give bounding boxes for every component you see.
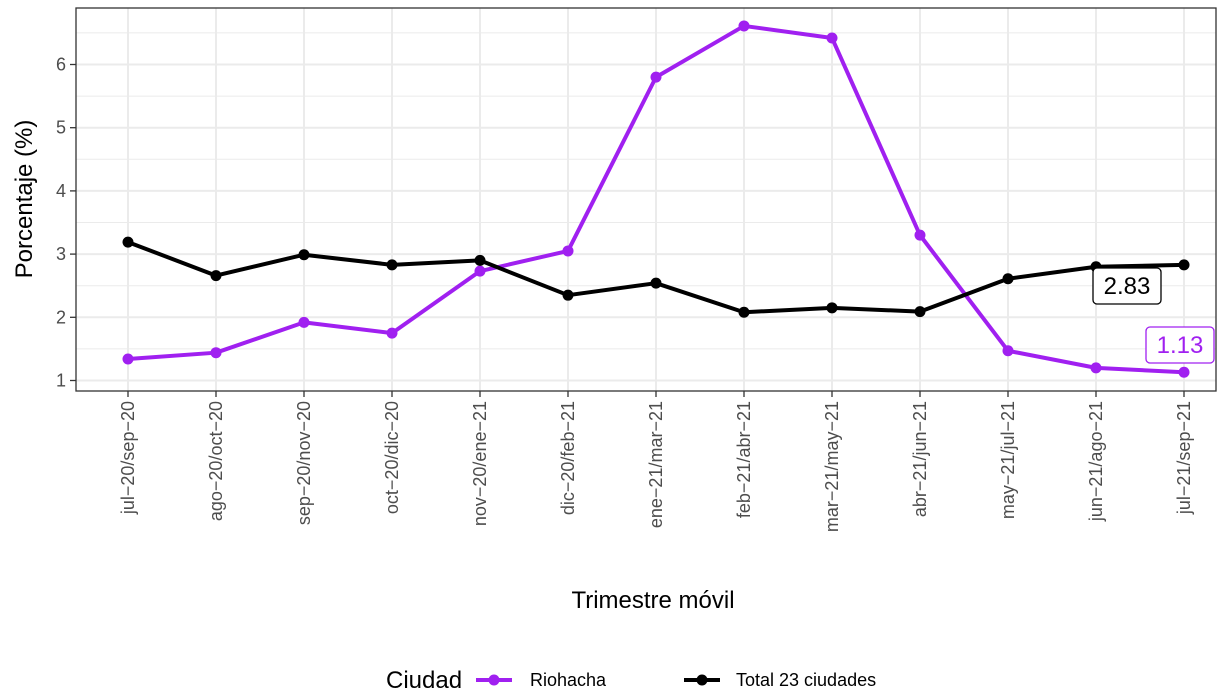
data-point	[650, 71, 662, 83]
data-point	[298, 249, 310, 261]
data-point	[650, 277, 662, 289]
x-tick-label: jun−21/ago−21	[1086, 401, 1106, 522]
legend-swatch-point	[488, 674, 500, 686]
legend-label: Riohacha	[530, 670, 607, 690]
end-label-box	[1145, 326, 1215, 364]
end-label-text: 2.83	[1104, 273, 1151, 300]
end-label: 2.83	[1092, 267, 1162, 305]
series-layer	[122, 20, 1190, 378]
data-point	[826, 32, 838, 44]
x-tick-label: jul−20/sep−20	[118, 401, 138, 515]
legend-label: Total 23 ciudades	[736, 670, 876, 690]
data-point	[914, 229, 926, 241]
legend: Ciudad Riohacha Total 23 ciudades	[386, 667, 876, 693]
end-labels: 2.83 1.13	[1092, 267, 1215, 364]
y-tick-label: 5	[56, 118, 66, 138]
data-point	[298, 316, 310, 328]
y-tick-label: 2	[56, 307, 66, 327]
x-tick-label: abr−21/jun−21	[910, 401, 930, 517]
plot-background	[76, 8, 1216, 391]
y-axis: 1 2 3 4 5 6	[56, 55, 76, 391]
data-point	[738, 20, 750, 32]
data-point	[1178, 366, 1190, 378]
series-2	[122, 236, 1190, 318]
plot-border	[75, 7, 1217, 392]
legend-title: Ciudad	[386, 667, 462, 693]
end-label-text: 1.13	[1157, 332, 1204, 359]
data-point	[210, 347, 222, 359]
x-tick-label: feb−21/abr−21	[734, 401, 754, 518]
x-axis: jul−20/sep−20 ago−20/oct−20 sep−20/nov−20 o…	[118, 391, 1194, 532]
legend-item: Total 23 ciudades	[684, 670, 876, 690]
x-tick-label: mar−21/may−21	[822, 401, 842, 532]
x-tick-label: sep−20/nov−20	[294, 401, 314, 525]
data-point	[474, 254, 486, 266]
y-tick-label: 6	[56, 55, 66, 75]
y-tick-label: 1	[56, 371, 66, 391]
x-tick-label: ene−21/mar−21	[646, 401, 666, 528]
x-tick-label: nov−20/ene−21	[470, 401, 490, 526]
data-point	[1090, 362, 1102, 374]
data-point	[474, 265, 486, 277]
y-tick-label: 4	[56, 181, 66, 201]
data-point	[122, 353, 134, 365]
data-point	[1178, 259, 1190, 271]
data-point	[562, 245, 574, 257]
x-tick-label: may−21/jul−21	[998, 401, 1018, 519]
data-point	[738, 306, 750, 318]
grid	[76, 8, 1216, 391]
data-point	[826, 302, 838, 314]
end-label: 1.13	[1145, 326, 1215, 364]
y-axis-title: Porcentaje (%)	[11, 120, 38, 279]
data-point	[1002, 273, 1014, 285]
data-point	[122, 236, 134, 248]
x-tick-label: oct−20/dic−20	[382, 401, 402, 514]
legend-item: Riohacha	[476, 670, 607, 690]
data-point	[386, 259, 398, 271]
series-1	[122, 20, 1190, 378]
x-tick-label: ago−20/oct−20	[206, 401, 226, 521]
data-point	[1002, 345, 1014, 357]
y-tick-label: 3	[56, 244, 66, 264]
data-point	[210, 270, 222, 282]
x-axis-title: Trimestre móvil	[571, 587, 734, 614]
data-point	[914, 306, 926, 318]
data-point	[386, 327, 398, 339]
end-label-box	[1092, 267, 1162, 305]
legend-swatch-point	[696, 674, 708, 686]
data-point	[562, 289, 574, 301]
x-tick-label: dic−20/feb−21	[558, 401, 578, 515]
x-tick-label: jul−21/sep−21	[1174, 401, 1194, 515]
